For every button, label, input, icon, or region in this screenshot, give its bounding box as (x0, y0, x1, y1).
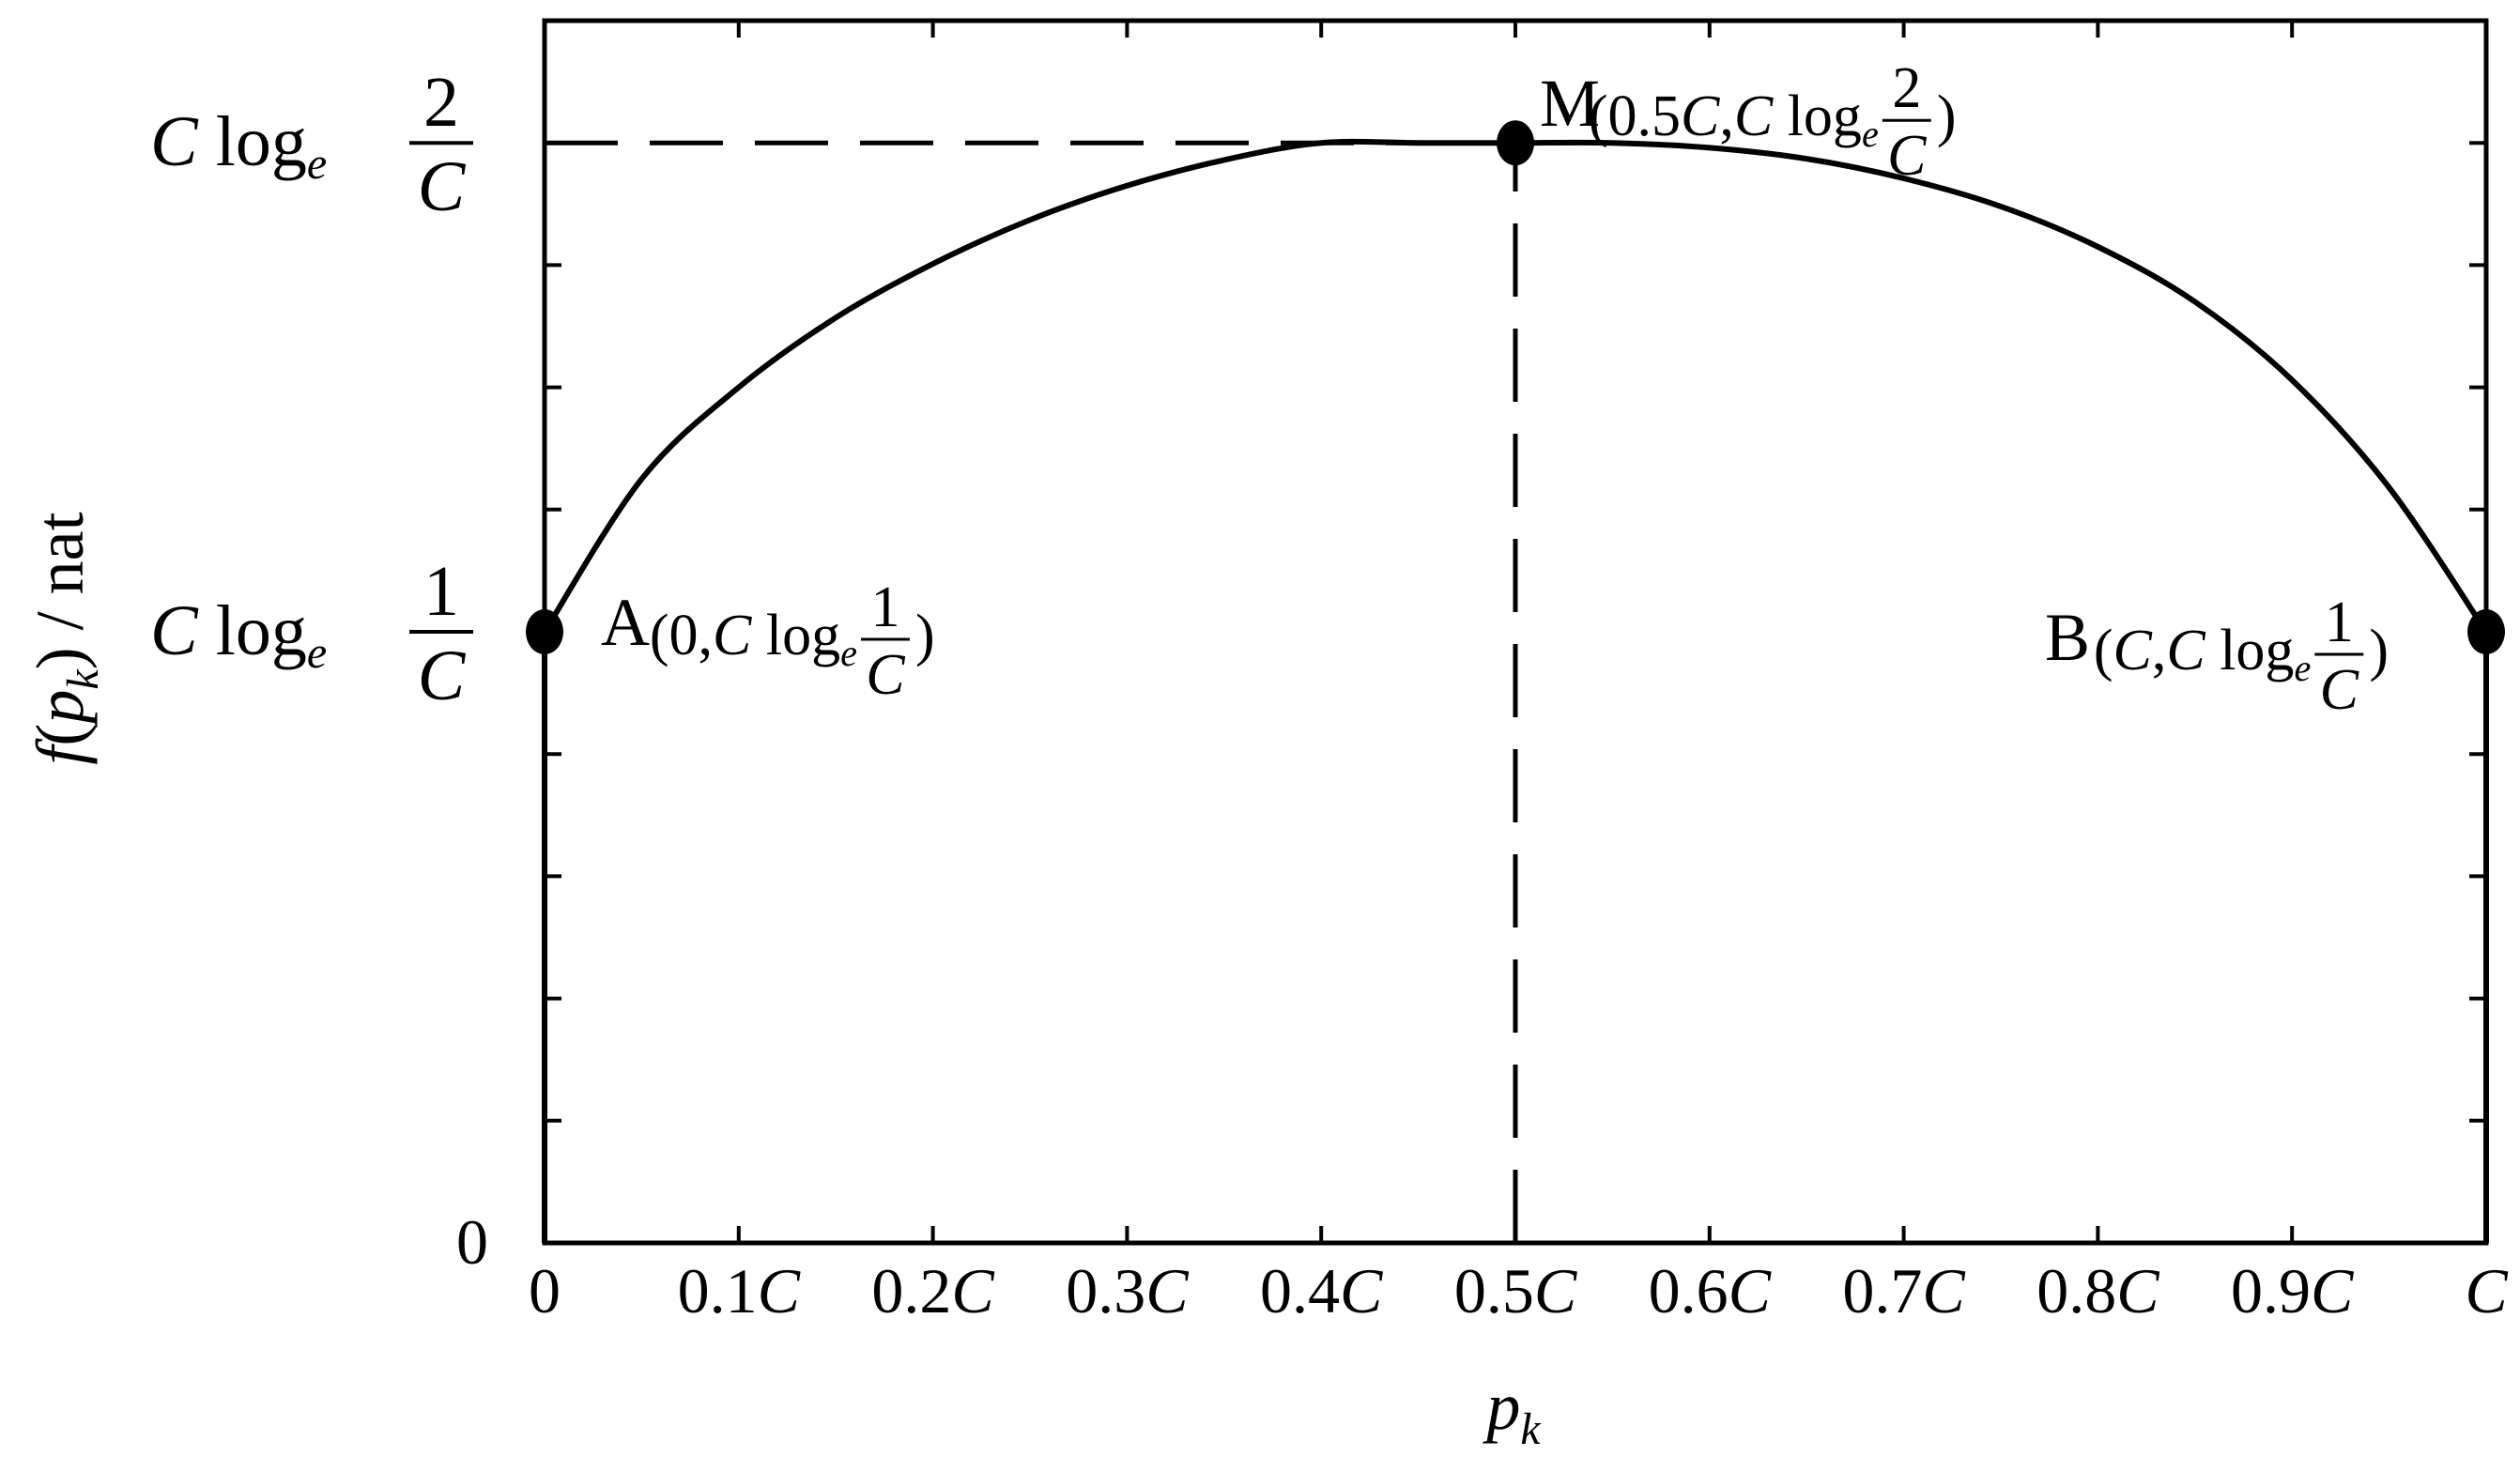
point-B (2467, 609, 2505, 654)
svg-text:C: C (418, 636, 467, 715)
svg-text:2: 2 (1892, 56, 1921, 120)
svg-text:(0.5C,C loge: (0.5C,C loge (1589, 84, 1879, 155)
svg-text:A: A (601, 585, 650, 660)
svg-text:1: 1 (870, 575, 899, 639)
y-tick-label-0: 0 (456, 1206, 488, 1278)
x-tick-label: 0.4C (1260, 1255, 1383, 1326)
svg-text:1: 1 (423, 552, 459, 631)
svg-text:C loge: C loge (150, 591, 327, 678)
svg-text:): ) (1937, 84, 1957, 148)
svg-text:1: 1 (2325, 590, 2354, 654)
svg-text:C: C (2320, 658, 2359, 722)
svg-text:(C,C loge: (C,C loge (2094, 619, 2312, 689)
point-A (526, 609, 563, 654)
svg-text:M: M (1540, 66, 1600, 141)
x-tick-labels: 0 0.1C 0.2C 0.3C 0.4C 0.5C 0.6C 0.7C 0.8C 0.9C C (529, 1255, 2508, 1326)
x-tick-label: 0.5C (1454, 1255, 1577, 1326)
x-tick-label: 0.7C (1842, 1255, 1965, 1326)
x-tick-label: 0.2C (871, 1255, 994, 1326)
x-tick-label: 0.9C (2231, 1255, 2354, 1326)
svg-text:): ) (2369, 619, 2389, 682)
x-tick-label: 0.1C (678, 1255, 801, 1326)
x-tick-label: 0.3C (1066, 1255, 1189, 1326)
svg-text:C: C (866, 643, 905, 707)
guide-lines (542, 140, 2489, 1243)
x-axis-label: pk (1482, 1369, 1542, 1454)
y-tick-label-1-over-c: C loge 1C (150, 552, 473, 715)
x-tick-label: 0 (529, 1255, 561, 1326)
x-tick-label: C (2465, 1255, 2508, 1326)
point-M (1497, 120, 1534, 166)
data-points (526, 120, 2505, 654)
x-tick-label: 0.6C (1649, 1255, 1772, 1326)
svg-text:2: 2 (423, 63, 459, 142)
svg-text:C loge: C loge (150, 102, 327, 189)
svg-text:(0,C loge: (0,C loge (650, 604, 857, 674)
svg-text:B: B (2045, 600, 2090, 675)
svg-text:): ) (915, 604, 935, 667)
x-tick-label: 0.8C (2036, 1255, 2159, 1326)
svg-text:C: C (1887, 124, 1927, 188)
svg-text:C: C (418, 147, 467, 226)
y-axis-label: f(pk) / nat (23, 512, 108, 764)
y-tick-label-2-over-c: C loge 2C (150, 63, 473, 226)
